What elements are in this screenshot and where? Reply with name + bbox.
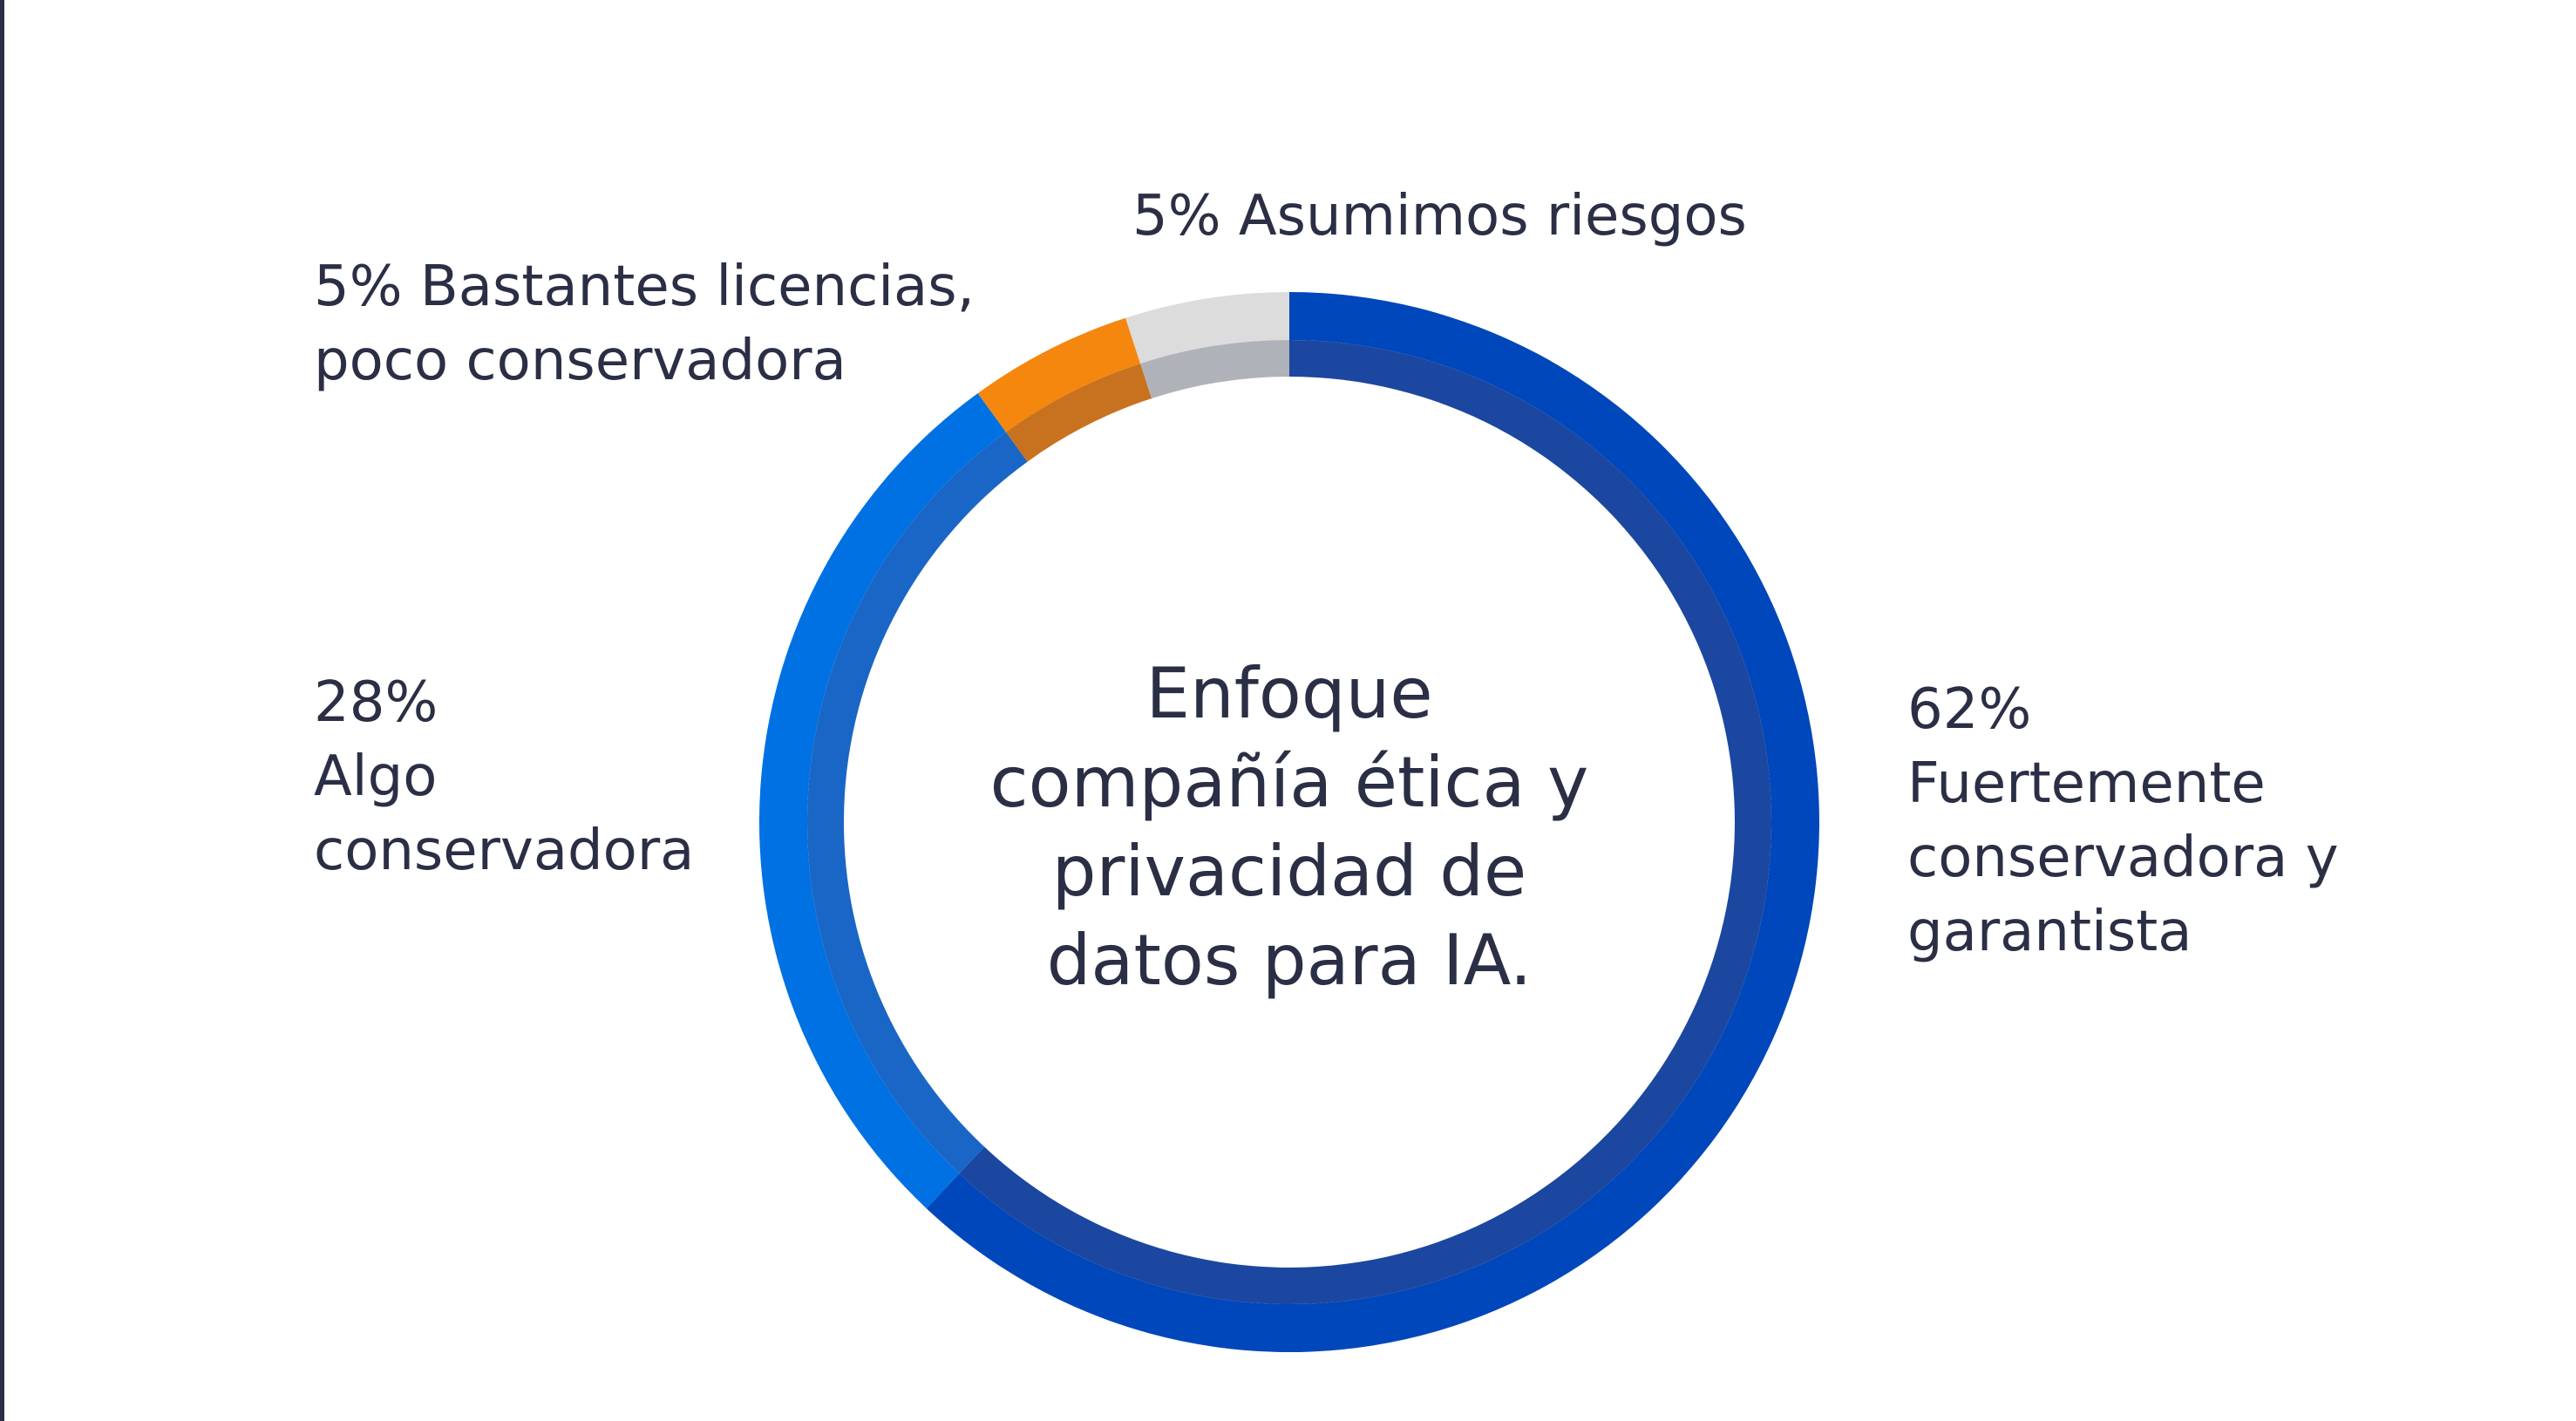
slice-label: 62% Fuertemente conservadora y garantista <box>1907 673 2422 969</box>
donut-segment <box>759 393 1006 1209</box>
left-border <box>0 0 4 1421</box>
value-label: 28% <box>314 670 438 735</box>
donut-segment-inner <box>1140 340 1289 399</box>
category-label: Asumimos riesgos <box>1238 184 1747 248</box>
donut-segment-inner <box>959 340 1771 1304</box>
value-label: 5% <box>314 255 403 319</box>
donut-segment <box>1125 292 1289 364</box>
donut-segment <box>977 317 1141 432</box>
donut-segment-inner <box>1005 364 1152 462</box>
value-label: 62% <box>1907 677 2032 742</box>
category-label: Bastantes licencias, poco conservadora <box>314 255 975 393</box>
value-label: 5% <box>1132 184 1221 248</box>
donut-segment-inner <box>807 432 1028 1174</box>
slice-label: 5% Asumimos riesgos <box>1132 180 2004 254</box>
donut-segment <box>926 292 1819 1352</box>
slice-label: 28% Algo conservadora <box>314 666 741 888</box>
center-title: Enfoque compañía ética y privacidad de d… <box>989 653 1589 1001</box>
category-label: Fuertemente conservadora y garantista <box>1907 751 2339 964</box>
category-label: Algo conservadora <box>314 744 695 883</box>
slice-label: 5% Bastantes licencias, poco conservador… <box>314 250 1081 398</box>
